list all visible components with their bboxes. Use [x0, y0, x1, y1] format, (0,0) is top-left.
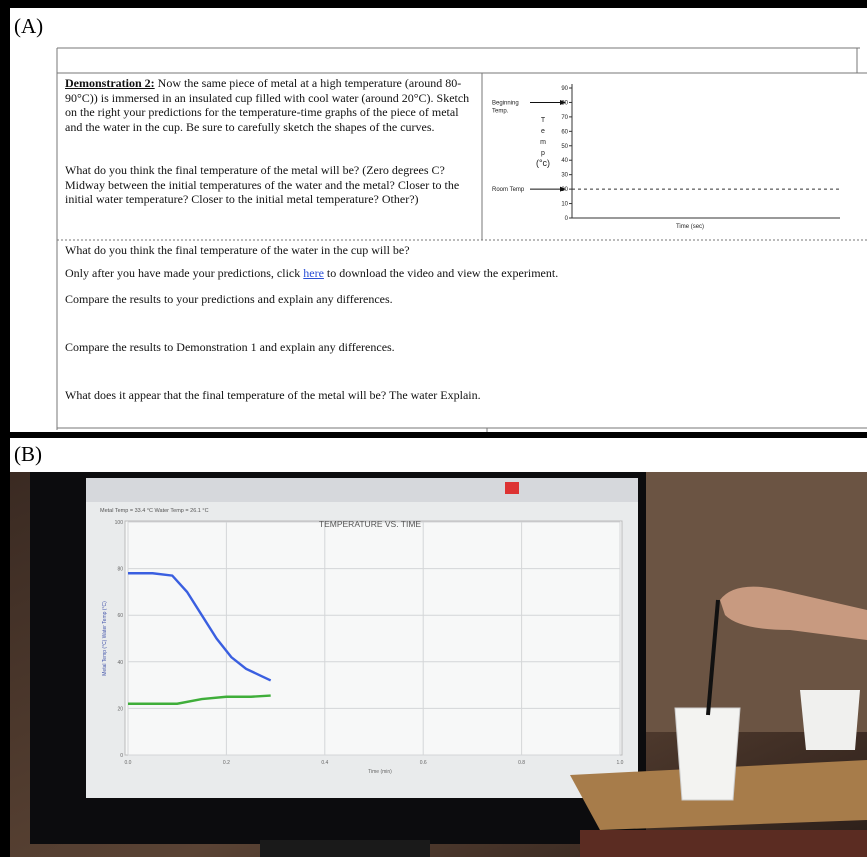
beginning-label: Temp.: [492, 108, 509, 114]
instruction-text: Only after you have made your prediction…: [65, 266, 303, 280]
x-axis-label: Time (min): [368, 769, 392, 775]
y-tick-label: 60: [117, 613, 123, 619]
toolbar: [86, 478, 638, 502]
question: Compare the results to your predictions …: [65, 292, 393, 307]
question: What do you think the final temperature …: [65, 163, 477, 207]
question: What does it appear that the final tempe…: [65, 388, 481, 403]
x-tick-label: 0.6: [420, 760, 427, 766]
y-axis-label: m: [540, 139, 546, 146]
y-tick-label: 30: [561, 173, 568, 179]
cup: [675, 708, 740, 800]
toolbar-icon: [505, 482, 519, 494]
instruction: Only after you have made your prediction…: [65, 266, 558, 281]
panel-label: (A): [14, 14, 43, 39]
instruction-text: to download the video and view the exper…: [324, 266, 558, 280]
y-tick-label: 20: [117, 706, 123, 712]
beginning-label: Beginning: [492, 100, 519, 106]
question: Compare the results to Demonstration 1 a…: [65, 340, 395, 355]
x-tick-label: 1.0: [617, 760, 624, 766]
status-readout: Metal Temp = 33.4 °C Water Temp = 26.1 °…: [100, 508, 209, 514]
y-tick-label: 0: [565, 216, 569, 222]
y-tick-label: 100: [115, 520, 124, 526]
y-axis-label: T: [541, 117, 546, 124]
x-tick-label: 0.8: [518, 760, 525, 766]
y-tick-label: 10: [561, 202, 568, 208]
x-tick-label: 0.2: [223, 760, 230, 766]
plot-area: [125, 521, 622, 755]
chart-title: TEMPERATURE VS. TIME: [319, 519, 422, 529]
x-tick-label: 0.4: [321, 760, 328, 766]
download-link[interactable]: here: [303, 266, 324, 280]
table: [580, 830, 867, 857]
x-axis-label: Time (sec): [676, 224, 704, 230]
cup: [800, 690, 860, 750]
panel-label: (B): [14, 442, 42, 467]
y-axis-label: Metal Temp (°C) Water Temp (°C): [102, 601, 108, 676]
page: 0 10 20 30 40 50 60 70 80 90 Beginning Temp. Room Te…: [0, 0, 867, 857]
y-tick-label: 60: [561, 129, 568, 135]
y-axis-label: e: [541, 128, 545, 135]
question: What do you think the final temperature …: [65, 243, 410, 258]
y-axis-label: p: [541, 150, 545, 157]
y-tick-label: 90: [561, 86, 568, 92]
y-axis-label: (°c): [536, 158, 550, 168]
y-tick-label: 40: [117, 660, 123, 666]
demo-paragraph: Demonstration 2: Now the same piece of m…: [65, 76, 477, 134]
y-tick-label: 40: [561, 158, 568, 164]
demo-heading: Demonstration 2:: [65, 76, 155, 90]
monitor-stand: [260, 840, 430, 857]
y-tick-label: 0: [120, 753, 123, 759]
y-tick-label: 70: [561, 115, 568, 121]
room-label: Room Temp: [492, 187, 525, 193]
x-tick-label: 0.0: [125, 760, 132, 766]
y-tick-label: 50: [561, 144, 568, 150]
y-tick-label: 80: [117, 567, 123, 573]
